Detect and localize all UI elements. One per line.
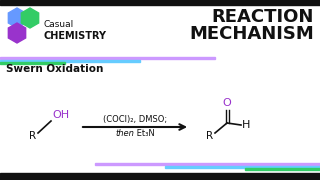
Bar bbox=[0, 60, 140, 62]
Text: Et₃N: Et₃N bbox=[134, 129, 155, 138]
Bar bbox=[0, 173, 320, 180]
Bar bbox=[165, 165, 320, 168]
Bar bbox=[0, 62, 65, 64]
Text: R: R bbox=[206, 131, 213, 141]
Polygon shape bbox=[8, 23, 26, 43]
Text: CHEMISTRY: CHEMISTRY bbox=[43, 31, 106, 41]
Text: OH: OH bbox=[52, 110, 69, 120]
Bar bbox=[0, 57, 215, 59]
Text: O: O bbox=[223, 98, 231, 108]
Text: MECHANISM: MECHANISM bbox=[189, 25, 314, 43]
Text: R: R bbox=[29, 131, 36, 141]
Text: REACTION: REACTION bbox=[212, 8, 314, 26]
Bar bbox=[95, 163, 320, 165]
Text: then: then bbox=[115, 129, 134, 138]
Text: (COCl)₂, DMSO;: (COCl)₂, DMSO; bbox=[103, 115, 167, 124]
Bar bbox=[0, 0, 320, 5]
Text: Casual: Casual bbox=[43, 20, 73, 29]
Text: Swern Oxidation: Swern Oxidation bbox=[6, 64, 103, 74]
Bar bbox=[245, 168, 320, 170]
Polygon shape bbox=[8, 8, 26, 28]
Polygon shape bbox=[21, 8, 39, 28]
Text: H: H bbox=[242, 120, 250, 130]
